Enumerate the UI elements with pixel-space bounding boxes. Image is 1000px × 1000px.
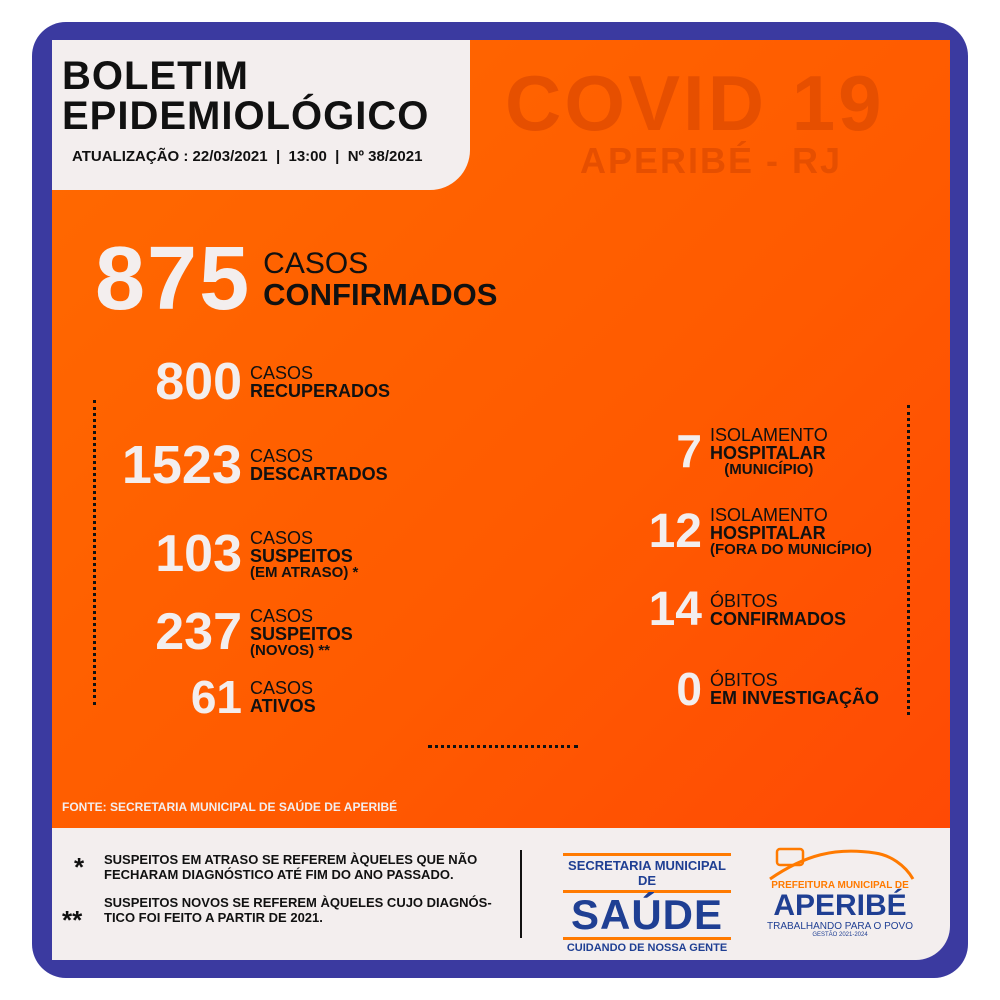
label-line1: CASOS	[250, 446, 314, 466]
label-line1: CASOS	[250, 527, 314, 548]
note-mark: **	[62, 905, 83, 935]
stat-value: 61	[190, 671, 242, 723]
label-line3: (NOVOS) **	[250, 641, 331, 659]
label-line1: CASOS	[263, 247, 369, 280]
logo-text: TRABALHANDO PARA O POVO	[767, 921, 913, 932]
stat-value: 103	[155, 525, 242, 583]
label-line2: HOSPITALAR	[710, 442, 826, 463]
stat-item: 14 ÓBITOS CONFIRMADOS	[602, 582, 846, 637]
stat-item: 12 ISOLAMENTO HOSPITALAR (FORA DO MUNICÍPIO…	[602, 504, 872, 559]
label-line2: HOSPITALAR	[710, 523, 826, 543]
dotted-divider-left	[93, 400, 96, 705]
update-info: ATUALIZAÇÃO : 22/03/2021 | 13:00 | Nº 38…	[72, 148, 423, 165]
label-line3: (FORA DO MUNICÍPIO)	[710, 541, 872, 558]
logo-text: APERIBÉ	[773, 889, 907, 922]
label-line1: ISOLAMENTO	[710, 424, 828, 445]
label-line1: ISOLAMENTO	[710, 505, 828, 525]
stat-value: 14	[648, 583, 702, 636]
label-line2: CONFIRMADOS	[710, 608, 846, 629]
logo-text: PREFEITURA MUNICIPAL DE	[771, 880, 909, 891]
stat-item: 103 CASOS SUSPEITOS (EM ATRASO) *	[112, 524, 358, 584]
label-line1: ÓBITOS	[710, 670, 778, 690]
stat-value: 12	[648, 505, 702, 558]
stat-value: 7	[676, 425, 702, 477]
stat-value: 0	[676, 663, 702, 715]
stat-value: 875	[95, 229, 252, 329]
stat-item: 800 CASOS RECUPERADOS	[112, 352, 390, 412]
label-line1: CASOS	[250, 363, 314, 383]
logo-text: SAÚDE	[570, 891, 724, 938]
dotted-divider-bottom	[428, 745, 578, 748]
note-text: SUSPEITOS EM ATRASO SE REFEREM ÀQUELES Q…	[104, 852, 478, 882]
logo-text: GESTÃO 2021-2024	[812, 932, 868, 938]
handshake-hill-icon	[769, 847, 915, 881]
prefeitura-logo: PREFEITURA MUNICIPAL DE APERIBÉ TRABALHA…	[765, 845, 915, 938]
label-line1: ÓBITOS	[710, 590, 778, 611]
page-title: BOLETIM EPIDEMIOLÓGICO	[62, 56, 429, 136]
stat-value: 1523	[121, 435, 242, 495]
stat-label: CASOS ATIVOS	[250, 679, 316, 715]
source-text: FONTE: SECRETARIA MUNICIPAL DE SAÚDE DE …	[62, 800, 398, 814]
stat-value: 800	[155, 353, 242, 411]
stat-item: 61 CASOS ATIVOS	[112, 670, 316, 724]
label-line1: CASOS	[250, 605, 314, 626]
label-line1: CASOS	[250, 678, 314, 698]
title-line1: BOLETIM	[62, 54, 249, 98]
place-title: APERIBÉ - RJ	[580, 140, 843, 181]
stat-label: ISOLAMENTO HOSPITALAR (FORA DO MUNICÍPIO)	[710, 506, 872, 557]
label-line2: RECUPERADOS	[250, 381, 391, 401]
stat-confirmed: 875 CASOS CONFIRMADOS	[95, 228, 497, 331]
logo-text: SECRETARIA MUNICIPAL DE	[563, 853, 731, 893]
saude-logo: SECRETARIA MUNICIPAL DE SAÚDE CUIDANDO D…	[563, 853, 731, 954]
stat-label: CASOS SUSPEITOS (EM ATRASO) *	[250, 529, 358, 580]
stat-label: CASOS DESCARTADOS	[250, 447, 388, 483]
note-text: SUSPEITOS NOVOS SE REFEREM ÀQUELES CUJO …	[104, 895, 492, 925]
dotted-divider-right	[907, 405, 910, 715]
stat-label: ÓBITOS CONFIRMADOS	[710, 592, 846, 628]
note-mark: *	[74, 852, 85, 882]
logo-text: CUIDANDO DE NOSSA GENTE	[563, 937, 731, 954]
label-line3: (EM ATRASO) *	[250, 563, 359, 581]
stat-label: CASOS RECUPERADOS	[250, 364, 390, 400]
divider	[520, 850, 522, 938]
title-line2: EPIDEMIOLÓGICO	[62, 94, 430, 138]
stat-item: 237 CASOS SUSPEITOS (NOVOS) **	[112, 602, 353, 662]
stat-value: 237	[155, 603, 242, 661]
stat-item: 0 ÓBITOS EM INVESTIGAÇÃO	[602, 662, 879, 716]
stat-label: ÓBITOS EM INVESTIGAÇÃO	[710, 671, 879, 707]
label-line3: (MUNICÍPIO)	[724, 460, 814, 478]
stat-label: ISOLAMENTO HOSPITALAR (MUNICÍPIO)	[710, 426, 828, 477]
stat-item: 1523 CASOS DESCARTADOS	[112, 434, 388, 496]
label-line2: DESCARTADOS	[250, 464, 388, 484]
label-line2: CONFIRMADOS	[263, 277, 498, 312]
covid-title: COVID 19	[505, 59, 885, 147]
label-line2: SUSPEITOS	[250, 623, 353, 644]
stat-item: 7 ISOLAMENTO HOSPITALAR (MUNICÍPIO)	[602, 424, 828, 478]
stat-label: CASOS SUSPEITOS (NOVOS) **	[250, 607, 353, 658]
label-line2: EM INVESTIGAÇÃO	[710, 688, 880, 708]
label-line2: SUSPEITOS	[250, 545, 353, 566]
header-box: BOLETIM EPIDEMIOLÓGICO ATUALIZAÇÃO : 22/0…	[52, 40, 470, 190]
stat-label: CASOS CONFIRMADOS	[263, 247, 498, 312]
label-line2: ATIVOS	[250, 696, 316, 716]
